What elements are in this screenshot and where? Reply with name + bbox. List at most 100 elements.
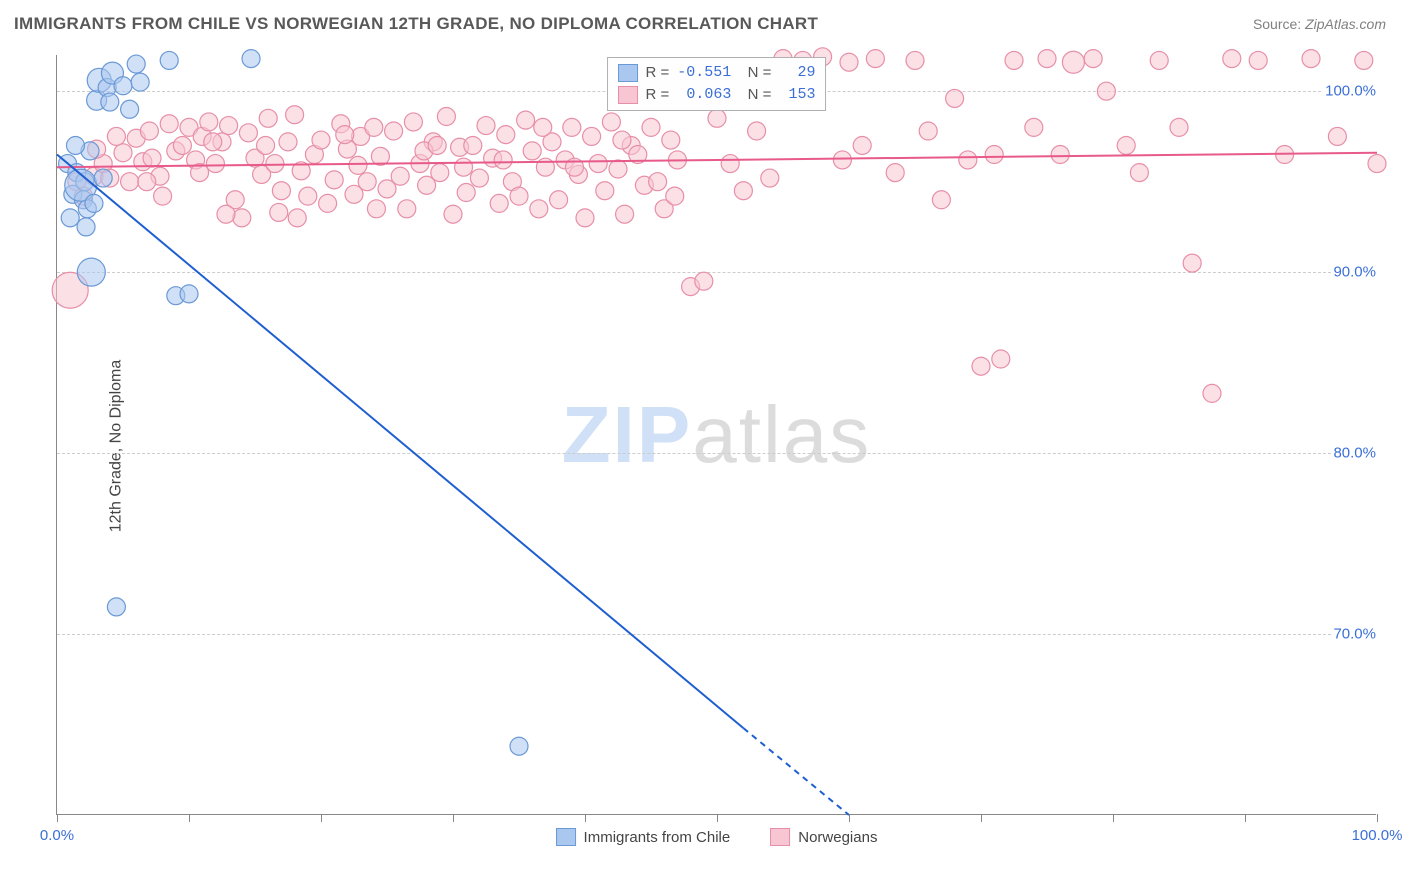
data-point [160,115,178,133]
data-point [404,113,422,131]
data-point [550,191,568,209]
data-point [349,156,367,174]
xtick [717,814,718,822]
data-point [114,144,132,162]
data-point [121,173,139,191]
data-point [1097,82,1115,100]
data-point [972,357,990,375]
legend-item-chile: Immigrants from Chile [556,828,731,846]
data-point [886,164,904,182]
xtick [57,814,58,822]
data-point [279,133,297,151]
swatch-norwegians [618,86,638,104]
data-point [642,118,660,136]
data-point [286,106,304,124]
data-point [609,160,627,178]
xtick [453,814,454,822]
legend-label-norwegians: Norwegians [798,829,877,846]
data-point [613,131,631,149]
data-point [154,187,172,205]
data-point [748,122,766,140]
swatch-norwegians [770,828,790,846]
source-prefix: Source: [1253,16,1305,32]
data-point [61,209,79,227]
data-point [1150,51,1168,69]
data-point [761,169,779,187]
data-point [510,187,528,205]
xtick [849,814,850,822]
xtick [189,814,190,822]
data-point [336,126,354,144]
data-point [602,113,620,131]
data-point [919,122,937,140]
data-point [1328,127,1346,145]
data-point [266,155,284,173]
data-point [1183,254,1201,272]
data-point [616,205,634,223]
data-point [367,200,385,218]
xtick-label: 100.0% [1352,827,1403,844]
data-point [1051,146,1069,164]
data-point [1117,136,1135,154]
data-point [517,111,535,129]
data-point [325,171,343,189]
data-point [534,118,552,136]
data-point [77,258,105,286]
data-point [121,100,139,118]
chart-title: IMMIGRANTS FROM CHILE VS NORWEGIAN 12TH … [14,14,818,34]
data-point [288,209,306,227]
r-value-norwegians: 0.063 [677,84,731,106]
data-point [107,127,125,145]
data-point [576,209,594,227]
source-link[interactable]: ZipAtlas.com [1305,16,1386,32]
data-point [708,109,726,127]
data-point [1249,51,1267,69]
data-point [906,51,924,69]
data-point [217,205,235,223]
trend-line [57,155,743,729]
data-point [959,151,977,169]
xtick [1113,814,1114,822]
data-point [946,89,964,107]
data-point [180,285,198,303]
data-point [107,598,125,616]
data-point [85,194,103,212]
legend-row-chile: R = -0.551 N = 29 [618,62,816,84]
n-value-chile: 29 [779,62,815,84]
n-label: N = [739,62,771,84]
legend-row-norwegians: R = 0.063 N = 153 [618,84,816,106]
r-label: R = [646,84,670,106]
data-point [1084,50,1102,68]
data-point [220,117,238,135]
data-point [257,136,275,154]
chart-svg [57,55,1376,814]
data-point [477,117,495,135]
data-point [510,737,528,755]
data-point [242,50,260,68]
chart-container: IMMIGRANTS FROM CHILE VS NORWEGIAN 12TH … [0,0,1406,892]
data-point [523,142,541,160]
data-point [1038,50,1056,68]
data-point [140,122,158,140]
data-point [143,149,161,167]
data-point [160,51,178,69]
data-point [1170,118,1188,136]
data-point [206,155,224,173]
xtick-label: 0.0% [40,827,74,844]
data-point [66,136,84,154]
trend-lines-group [57,153,1377,815]
xtick [1377,814,1378,822]
xtick [1245,814,1246,822]
legend-label-chile: Immigrants from Chile [584,829,731,846]
data-point [272,182,290,200]
data-point [385,122,403,140]
data-point [649,173,667,191]
trend-line [743,728,849,815]
correlation-legend: R = -0.551 N = 29 R = 0.063 N = 153 [607,57,827,111]
data-point [398,200,416,218]
data-point [721,155,739,173]
data-point [866,50,884,68]
data-point [1223,50,1241,68]
data-point [437,108,455,126]
data-point [457,184,475,202]
